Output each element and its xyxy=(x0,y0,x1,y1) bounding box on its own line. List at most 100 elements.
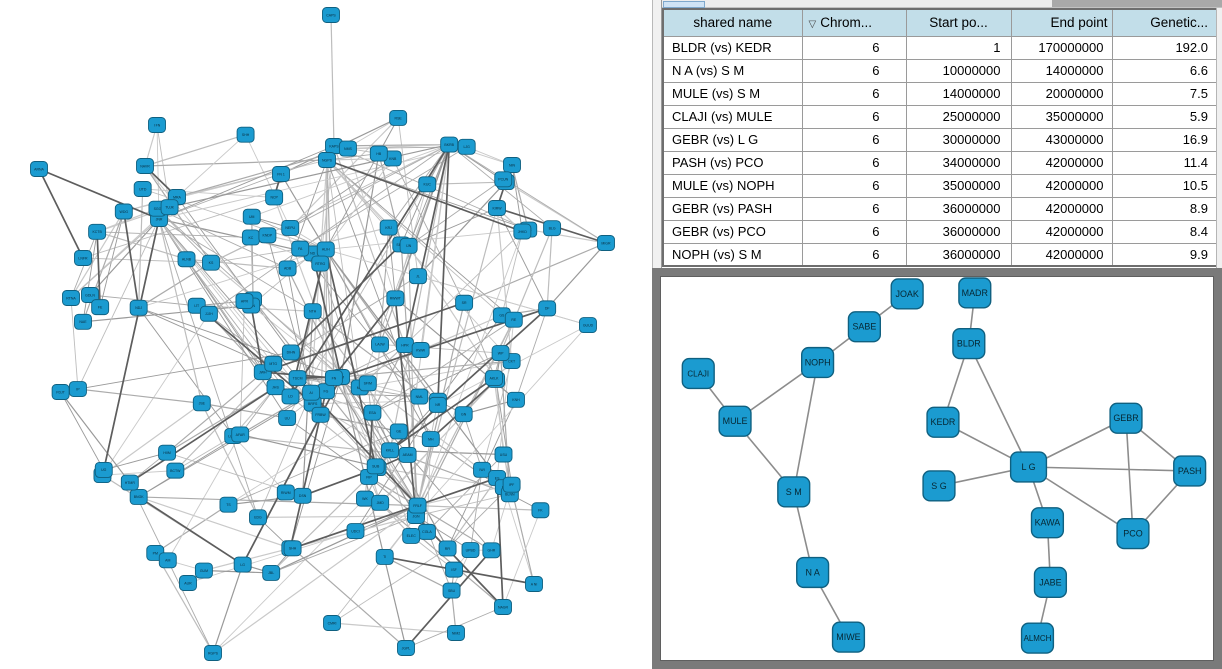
node-KAWA[interactable]: KAWA xyxy=(1030,507,1065,539)
network-node[interactable]: I FN xyxy=(148,117,166,133)
network-node[interactable]: UPBD xyxy=(461,542,480,559)
network-node[interactable]: BLG xyxy=(543,220,562,237)
network-node[interactable]: FN 1 xyxy=(272,166,290,182)
network-node[interactable]: NR xyxy=(428,396,447,413)
network-node[interactable]: LD xyxy=(281,388,300,405)
network-node[interactable]: JL xyxy=(409,268,427,285)
network-node[interactable]: JJJH xyxy=(199,305,218,322)
network-node[interactable]: ADB xyxy=(278,260,297,277)
network-node[interactable]: HB xyxy=(369,145,388,162)
network-node[interactable]: TI xyxy=(375,548,394,565)
column-header-start-po-[interactable]: Start po... xyxy=(905,8,1012,37)
network-node[interactable]: USU xyxy=(494,446,513,463)
network-node[interactable]: APR xyxy=(235,293,254,310)
network-node[interactable]: CAPS xyxy=(322,7,340,23)
network-node[interactable]: JGPL xyxy=(397,640,415,656)
table-row[interactable]: CLAJI (vs) MULE 6 25000000 35000000 5.9 xyxy=(662,104,1218,129)
network-node[interactable]: LAJW xyxy=(371,336,389,353)
network-node[interactable]: KNH xyxy=(507,391,525,408)
network-node[interactable]: AI xyxy=(302,384,321,401)
node-GEBR[interactable]: GEBR xyxy=(1109,402,1143,434)
network-node[interactable]: ESA xyxy=(363,404,382,421)
network-node[interactable]: DF xyxy=(538,300,557,317)
network-node[interactable]: KCTB xyxy=(88,223,107,240)
network-node[interactable]: ARNA xyxy=(30,161,48,177)
network-node[interactable]: RSE xyxy=(389,110,408,126)
network-edge-GEBR-PCO[interactable] xyxy=(1125,418,1134,534)
network-node[interactable]: UU xyxy=(278,410,297,426)
network-node[interactable]: JHKD xyxy=(513,223,532,240)
network-node[interactable]: FK xyxy=(531,502,550,519)
scrollbar-thumb[interactable] xyxy=(663,1,705,8)
network-node[interactable]: TUJK xyxy=(160,199,179,216)
network-node[interactable]: NAE xyxy=(74,313,92,330)
network-node[interactable]: ELEC xyxy=(402,527,421,544)
network-node[interactable]: AFAR xyxy=(231,426,250,443)
network-node[interactable]: AUR xyxy=(179,575,197,591)
network-node[interactable]: UDCI xyxy=(346,523,365,540)
network-node[interactable]: GUM xyxy=(194,562,213,579)
network-node[interactable]: KWW xyxy=(411,342,430,358)
network-node[interactable]: RFI xyxy=(438,540,457,557)
network-node[interactable]: NAGR xyxy=(494,599,512,615)
table-row[interactable]: MULE (vs) S M 6 14000000 20000000 7.5 xyxy=(662,81,1218,106)
network-node[interactable]: JBL xyxy=(262,564,281,581)
table-row[interactable]: GEBR (vs) PCO 6 36000000 42000000 8.4 xyxy=(662,219,1218,244)
network-node[interactable]: IJTD xyxy=(133,181,152,197)
node-MADR[interactable]: MADR xyxy=(958,277,992,309)
network-node[interactable]: RE xyxy=(504,311,523,328)
network-node[interactable]: SHH xyxy=(236,126,255,143)
network-node[interactable]: HTMR xyxy=(120,474,139,491)
column-header-shared-name[interactable]: shared name xyxy=(662,8,803,37)
network-node[interactable]: GUUD xyxy=(579,317,597,334)
network-node[interactable]: NTH xyxy=(303,303,322,320)
network-node[interactable]: IPF xyxy=(502,476,521,493)
network-node[interactable]: NIM2 xyxy=(447,625,465,641)
network-node[interactable]: NCP xyxy=(265,189,284,206)
network-node[interactable]: JSE xyxy=(192,395,211,412)
table-row[interactable]: N A (vs) S M 6 10000000 14000000 6.6 xyxy=(662,58,1218,83)
network-edge-NOPH-SM[interactable] xyxy=(792,362,819,493)
network-node[interactable]: RTNA xyxy=(62,290,80,306)
network-node[interactable]: JHS xyxy=(266,379,285,396)
node-PCO[interactable]: PCO xyxy=(1116,518,1150,550)
node-LG[interactable]: L G xyxy=(1009,451,1048,483)
network-node[interactable]: FDJT xyxy=(51,384,70,400)
network-node[interactable]: UG xyxy=(94,461,113,478)
network-node[interactable]: ALIH xyxy=(316,241,335,258)
network-node[interactable]: FE xyxy=(91,299,110,316)
node-BLDR[interactable]: BLDR xyxy=(952,328,986,360)
network-node[interactable]: KC xyxy=(241,229,260,246)
network-node[interactable]: DIHN xyxy=(281,344,300,361)
network-node[interactable]: KS xyxy=(202,254,220,271)
table-vertical-scrollbar[interactable] xyxy=(1216,8,1222,268)
network-node[interactable]: AM xyxy=(158,552,177,569)
network-node[interactable]: FRBW xyxy=(311,406,330,423)
network-node[interactable]: SR xyxy=(455,294,474,311)
node-SABE[interactable]: SABE xyxy=(847,311,881,343)
network-node[interactable]: DSN xyxy=(293,487,312,504)
network-node[interactable]: GN xyxy=(454,406,473,423)
node-NA[interactable]: N A xyxy=(796,556,830,589)
network-node[interactable]: CMRI xyxy=(323,615,341,631)
network-node[interactable]: MH xyxy=(421,431,440,448)
network-node[interactable]: AKLK xyxy=(485,370,503,386)
network-edge-BLDR-LG[interactable] xyxy=(968,343,1030,468)
node-JABE[interactable]: JABE xyxy=(1033,566,1068,599)
network-node[interactable]: WP xyxy=(491,345,510,362)
network-node[interactable]: IJN xyxy=(399,237,418,254)
network-node[interactable]: AEAM xyxy=(398,446,417,463)
network-node[interactable]: NDJ xyxy=(129,299,148,316)
network-node[interactable]: KIRW xyxy=(488,200,506,216)
network-node[interactable]: NGPS xyxy=(318,152,336,168)
node-PASH[interactable]: PASH xyxy=(1173,455,1207,487)
network-node[interactable]: SFIM xyxy=(358,375,377,392)
network-node[interactable]: KUC xyxy=(418,176,437,193)
network-node[interactable]: NEPU xyxy=(281,219,300,236)
table-row[interactable]: PASH (vs) PCO 6 34000000 42000000 11.4 xyxy=(662,150,1218,175)
network-node[interactable]: HPR xyxy=(395,337,414,353)
network-node[interactable]: IWI xyxy=(473,461,491,478)
network-node[interactable]: BCTW xyxy=(166,462,185,479)
network-node[interactable]: GHR xyxy=(482,542,501,559)
table-horizontal-scrollbar[interactable] xyxy=(662,0,1222,8)
